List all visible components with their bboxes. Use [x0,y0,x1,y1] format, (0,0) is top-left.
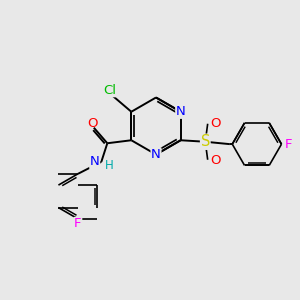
Text: N: N [151,148,161,161]
Text: F: F [74,218,82,230]
Text: O: O [210,117,220,130]
Text: N: N [176,105,186,118]
Text: O: O [210,154,220,167]
Text: S: S [201,134,210,149]
Text: N: N [90,155,100,168]
Text: O: O [87,117,98,130]
Text: Cl: Cl [103,84,116,97]
Text: H: H [104,159,113,172]
Text: F: F [284,138,292,151]
